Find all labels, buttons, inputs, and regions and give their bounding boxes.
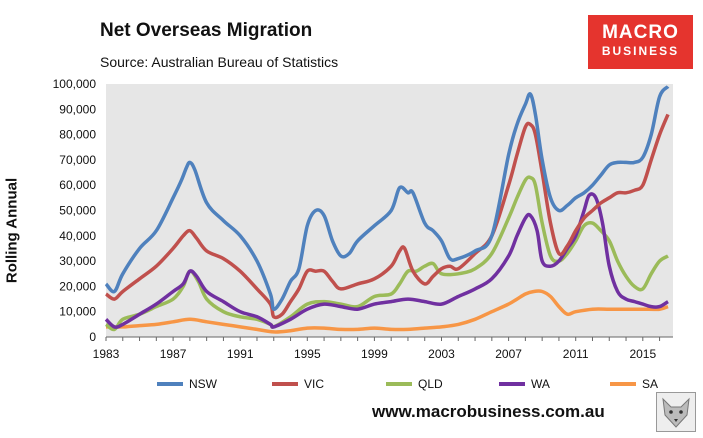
legend-item-wa: WA bbox=[499, 374, 550, 394]
x-tick-label: 1991 bbox=[227, 347, 254, 361]
y-tick-label: 80,000 bbox=[59, 128, 96, 142]
x-tick-label: 2011 bbox=[563, 347, 589, 361]
legend-label: VIC bbox=[304, 377, 325, 391]
x-tick-label: 2015 bbox=[629, 347, 656, 361]
x-tick-label: 1987 bbox=[160, 347, 187, 361]
logo-line-2: BUSINESS bbox=[601, 44, 680, 58]
logo-line-1: MACRO bbox=[602, 22, 679, 43]
y-tick-label: 50,000 bbox=[59, 204, 96, 218]
series-lines bbox=[104, 85, 670, 334]
series-line-nsw bbox=[104, 85, 670, 311]
y-tick-label: 0 bbox=[89, 330, 96, 344]
chart-title: Net Overseas Migration bbox=[100, 20, 313, 41]
legend-label: SA bbox=[642, 377, 659, 391]
x-tick-label: 2007 bbox=[495, 347, 522, 361]
macrobusiness-logo: MACRO BUSINESS bbox=[588, 15, 693, 69]
line-chart: 0 10,000 20,000 30,000 40,000 50,000 60,000 70,… bbox=[53, 77, 673, 361]
x-tick-label: 1983 bbox=[93, 347, 120, 361]
legend-swatch bbox=[386, 382, 412, 386]
series-line-qld bbox=[104, 175, 669, 332]
legend-item-vic: VIC bbox=[272, 374, 324, 394]
website-url[interactable]: www.macrobusiness.com.au bbox=[372, 402, 605, 421]
series-line-wa bbox=[104, 192, 669, 329]
series-line-sa bbox=[105, 289, 669, 334]
y-tick-label: 60,000 bbox=[59, 178, 96, 192]
legend-swatch bbox=[157, 382, 183, 386]
legend-swatch bbox=[610, 382, 636, 386]
y-tick-label: 20,000 bbox=[59, 279, 96, 293]
legend-swatch bbox=[499, 382, 525, 386]
y-tick-label: 90,000 bbox=[59, 102, 96, 116]
chart-legend: NSW VIC QLD WA SA bbox=[0, 374, 703, 396]
chart-subtitle: Source: Australian Bureau of Statistics bbox=[100, 54, 339, 70]
y-tick-label: 70,000 bbox=[59, 153, 96, 167]
y-tick-label: 40,000 bbox=[59, 229, 96, 243]
y-tick-label: 10,000 bbox=[59, 305, 96, 319]
x-axis-ticks: 1983 1987 1991 1995 1999 2003 2007 2011 2015 bbox=[93, 337, 661, 361]
y-tick-label: 30,000 bbox=[59, 254, 96, 268]
x-tick-label: 1999 bbox=[361, 347, 388, 361]
series-line-vic bbox=[104, 113, 670, 320]
wolf-logo-icon bbox=[656, 392, 696, 432]
legend-label: QLD bbox=[418, 377, 443, 391]
legend-swatch bbox=[272, 382, 298, 386]
legend-item-nsw: NSW bbox=[157, 374, 217, 394]
y-tick-label: 100,000 bbox=[53, 77, 97, 91]
y-axis-ticks: 0 10,000 20,000 30,000 40,000 50,000 60,000 70,… bbox=[53, 77, 97, 344]
legend-label: WA bbox=[531, 377, 550, 391]
legend-item-sa: SA bbox=[610, 374, 658, 394]
legend-item-qld: QLD bbox=[386, 374, 443, 394]
legend-label: NSW bbox=[189, 377, 217, 391]
x-tick-label: 2003 bbox=[428, 347, 455, 361]
x-tick-label: 1995 bbox=[294, 347, 321, 361]
